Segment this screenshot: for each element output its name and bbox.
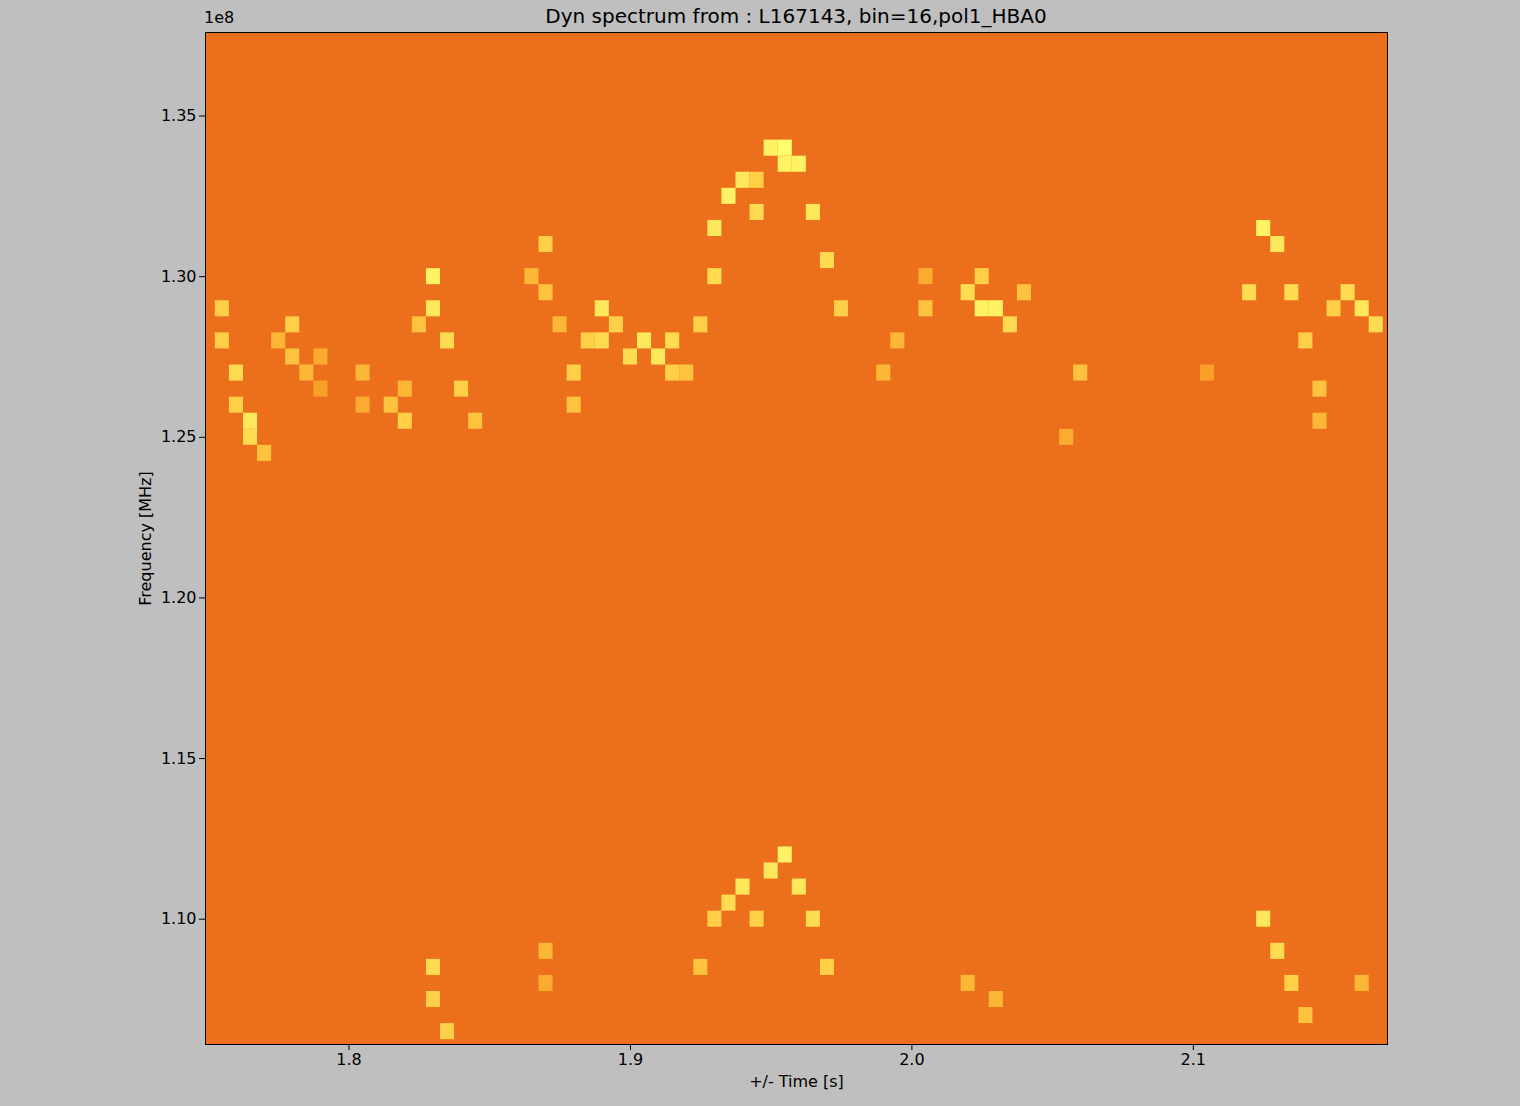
svg-text:+/- Time [s]: +/- Time [s]: [749, 1072, 844, 1091]
svg-text:1.15: 1.15: [161, 749, 197, 768]
html-text:Dyn spectrum from : L167143, b: Dyn spectrum from : L167143, bin=16,pol1…: [545, 4, 1047, 28]
svg-text:1.35: 1.35: [161, 106, 197, 125]
svg-text:1.30: 1.30: [161, 267, 197, 286]
svg-text:1.20: 1.20: [161, 588, 197, 607]
svg-text:1.8: 1.8: [336, 1050, 361, 1069]
svg-text:2.0: 2.0: [899, 1050, 924, 1069]
html-text:1e8: 1e8: [204, 8, 235, 27]
svg-text:2.1: 2.1: [1181, 1050, 1206, 1069]
svg-text:Frequency [MHz]: Frequency [MHz]: [136, 471, 155, 605]
svg-text:1.9: 1.9: [618, 1050, 643, 1069]
svg-text:1.10: 1.10: [161, 909, 197, 928]
svg-text:1.25: 1.25: [161, 427, 197, 446]
